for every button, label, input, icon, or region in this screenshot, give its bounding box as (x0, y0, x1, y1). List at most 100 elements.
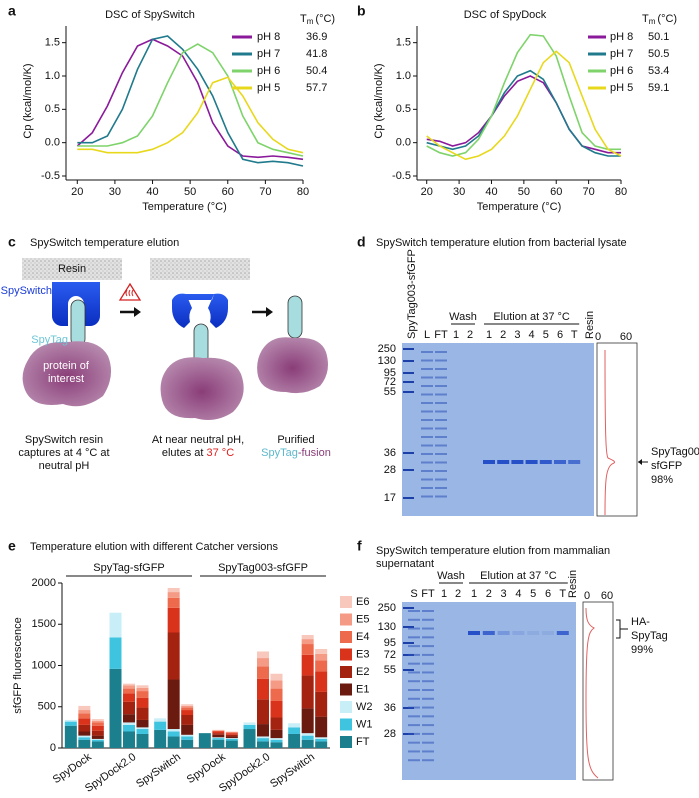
legend-label: E6 (356, 596, 369, 608)
bar-segment (181, 705, 194, 708)
caption-highlight: 37 °C (207, 447, 235, 459)
bar-segment (315, 671, 328, 692)
legend-tm: 50.1 (648, 31, 669, 43)
legend-label: E2 (356, 666, 369, 678)
lysate-band (421, 436, 433, 438)
marker-label: 28 (384, 464, 396, 476)
x-tick-label: 30 (453, 186, 465, 198)
bar-segment (225, 736, 238, 739)
lane-label: 3 (514, 329, 520, 341)
bar-segment (301, 735, 314, 740)
bar-segment (225, 733, 238, 735)
bar-segment (257, 741, 269, 748)
legend-label: pH 7 (257, 48, 280, 60)
gel-band (568, 460, 581, 464)
marker-band (403, 669, 414, 671)
lysate-band (435, 470, 447, 472)
bar-segment (91, 725, 104, 731)
x-tick-label: 40 (146, 186, 158, 198)
bar-segment (257, 658, 269, 667)
bar-segment (78, 710, 91, 714)
y-tick-label: 0.5 (396, 103, 411, 115)
legend-header: Tm (°C) (642, 13, 677, 26)
bar-segment (270, 688, 283, 701)
bar-segment (315, 716, 328, 738)
lysate-band (408, 610, 420, 612)
bar-segment (243, 724, 256, 730)
lysate-band (435, 410, 447, 413)
lysate-band (421, 427, 433, 430)
bar-segment (154, 721, 167, 730)
x-tick-label: 80 (297, 186, 309, 198)
marker-label: 250 (378, 343, 396, 355)
line (77, 76, 304, 154)
bar-segment (301, 733, 314, 736)
diagram-title: SpySwitch temperature elution (30, 237, 179, 249)
marker-label: 250 (378, 602, 396, 614)
bar-segment (181, 715, 194, 725)
lysate-band (421, 410, 433, 413)
bar-segment (181, 707, 194, 711)
lane-group-label: Wash (437, 570, 465, 582)
bar-segment (154, 729, 167, 748)
bar-segment (136, 733, 149, 748)
bar-segment (270, 680, 283, 689)
lysate-band (435, 487, 447, 489)
lane-group-label: Elution at 37 °C (493, 311, 570, 323)
x-tick-label: 20 (421, 186, 433, 198)
legend-label: pH 8 (257, 31, 280, 43)
bar-segment (64, 721, 77, 726)
x-tick-label: 70 (259, 186, 271, 198)
legend-label: pH 5 (257, 82, 280, 94)
gel-f (402, 601, 628, 781)
gel-title: SpySwitch temperature elution from bacte… (376, 237, 627, 249)
bar-segment (167, 597, 180, 608)
lysate-band (408, 715, 420, 718)
lysate-band (408, 645, 420, 648)
marker-label: 72 (384, 376, 396, 388)
y-tick-label: 2000 (32, 577, 56, 589)
lane-label: 2 (486, 588, 492, 600)
lysate-band (421, 453, 433, 455)
lysate-band (435, 351, 447, 353)
legend-tm: 36.9 (306, 31, 327, 43)
lysate-band (421, 487, 433, 489)
bar-segment (78, 737, 91, 740)
caption: SpySwitch resin (25, 434, 103, 446)
lysate-band (435, 453, 447, 455)
marker-band (403, 372, 414, 374)
lysate-band (435, 478, 447, 481)
bar-segment (212, 734, 225, 738)
lysate-band (421, 368, 433, 370)
bar-segment (136, 687, 149, 692)
bar-segment (91, 719, 104, 721)
lane-label: FT (421, 588, 435, 600)
lysate-band (421, 359, 433, 362)
bar-segment (257, 724, 269, 737)
y-axis-label: sfGFP fluorescence (12, 617, 24, 713)
bar-segment (136, 697, 149, 708)
marker-band (403, 452, 414, 454)
legend-swatch (340, 596, 352, 608)
bar-segment (225, 734, 238, 737)
bar-segment (212, 738, 225, 740)
bar-segment (136, 707, 149, 720)
lysate-band (408, 759, 420, 762)
axis (65, 26, 303, 181)
bar-segment (225, 740, 238, 748)
y-tick-label: 1500 (32, 618, 56, 630)
tag-label: SpyTag (31, 334, 68, 346)
bar-segment (225, 738, 238, 739)
bar-segment (123, 714, 135, 723)
bar-segment (123, 724, 135, 732)
bar-segment (78, 718, 91, 725)
legend-swatch (340, 701, 352, 713)
bar-segment (315, 741, 328, 748)
lysate-band (422, 724, 434, 727)
bar-segment (288, 733, 301, 748)
x-tick-label: 20 (71, 186, 83, 198)
lane-label: Resin (567, 570, 579, 598)
x-tick-label: 50 (184, 186, 196, 198)
lysate-band (421, 385, 433, 387)
